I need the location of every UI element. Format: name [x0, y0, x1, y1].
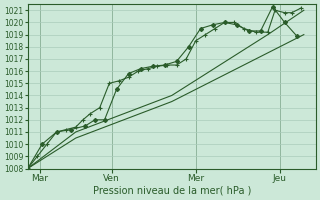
X-axis label: Pression niveau de la mer( hPa ): Pression niveau de la mer( hPa ) — [92, 186, 251, 196]
